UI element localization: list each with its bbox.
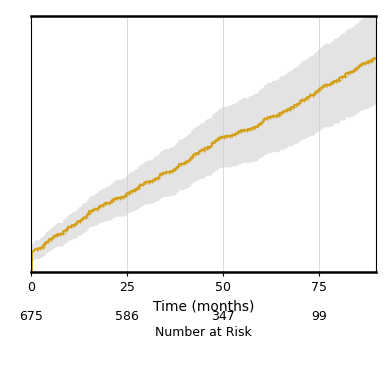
Text: 99: 99 (311, 310, 327, 323)
Text: 586: 586 (115, 310, 139, 323)
Text: 347: 347 (211, 310, 235, 323)
Text: Number at Risk: Number at Risk (155, 326, 252, 340)
Text: 675: 675 (19, 310, 43, 323)
X-axis label: Time (months): Time (months) (153, 299, 255, 313)
